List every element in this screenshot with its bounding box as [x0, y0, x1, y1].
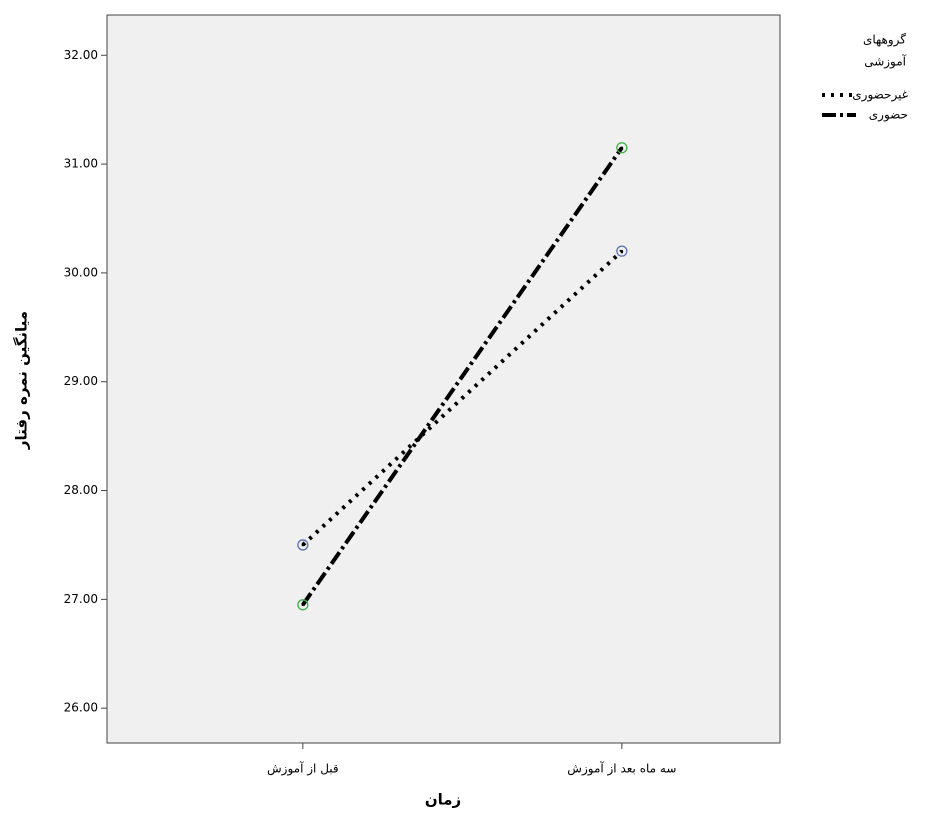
y-tick-label: 29.00 — [64, 374, 98, 388]
legend-label: حضوری — [869, 108, 908, 123]
y-tick-label: 28.00 — [64, 483, 98, 497]
series-line — [301, 249, 624, 547]
series-line — [301, 146, 624, 606]
point — [616, 245, 628, 257]
y-tick-label: 31.00 — [64, 157, 98, 171]
x-axis-label: زمان — [425, 791, 461, 809]
x-tick-label: سه ماه بعد از آموزش — [567, 761, 676, 777]
point-center — [301, 603, 305, 607]
point-center — [620, 146, 624, 150]
point — [297, 539, 309, 551]
y-axis-label: میانگین نمره رفتار — [13, 311, 31, 450]
point-center — [301, 543, 305, 547]
plot-area — [106, 14, 781, 744]
y-tick-label: 26.00 — [64, 701, 98, 715]
point-center — [620, 249, 624, 253]
y-tick-label: 30.00 — [64, 265, 98, 279]
point — [297, 599, 309, 611]
y-tick-label: 27.00 — [64, 592, 98, 606]
legend-title: گروههای — [863, 33, 906, 48]
legend-label: غیرحضوری — [852, 88, 908, 103]
y-tick-label: 32.00 — [64, 48, 98, 62]
legend-title: آموزشی — [864, 54, 906, 70]
x-tick-label: قبل از آموزش — [267, 761, 339, 777]
point — [616, 142, 628, 154]
